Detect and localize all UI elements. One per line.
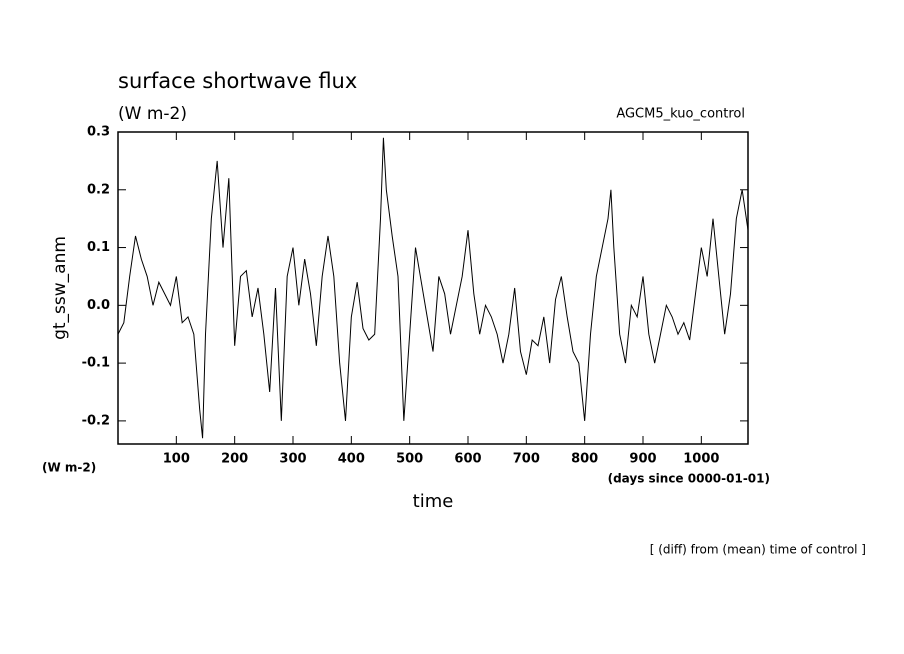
y-tick-label: 0.1	[87, 240, 110, 255]
x-units: (days since 0000-01-01)	[608, 472, 770, 486]
x-tick-label: 900	[629, 452, 656, 467]
x-tick-label: 400	[338, 452, 365, 467]
y-tick-label: 0.2	[87, 182, 110, 197]
y-tick-label: -0.1	[82, 356, 110, 371]
x-tick-label: 800	[571, 452, 598, 467]
y-tick-label: -0.2	[82, 413, 110, 428]
data-line	[117, 137, 749, 439]
x-tick-label: 500	[396, 452, 423, 467]
plot-frame	[117, 131, 749, 445]
x-tick-label: 600	[454, 452, 481, 467]
chart-subtitle: (W m-2)	[118, 104, 187, 124]
y-axis-label: gt_ssw_anm	[50, 236, 70, 340]
chart-title: surface shortwave flux	[118, 69, 357, 93]
x-tick-label: 1000	[683, 452, 719, 467]
x-axis-label: time	[413, 491, 454, 512]
x-tick-label: 100	[163, 452, 190, 467]
footer: [ (diff) from (mean) time of control ]	[650, 543, 866, 557]
y-tick-label: 0.0	[87, 298, 110, 313]
y-units: (W m-2)	[42, 461, 96, 475]
x-tick-label: 200	[221, 452, 248, 467]
x-tick-label: 300	[279, 452, 306, 467]
x-tick-label: 700	[513, 452, 540, 467]
annotation: AGCM5_kuo_control	[616, 107, 745, 122]
y-tick-label: 0.3	[87, 125, 110, 140]
